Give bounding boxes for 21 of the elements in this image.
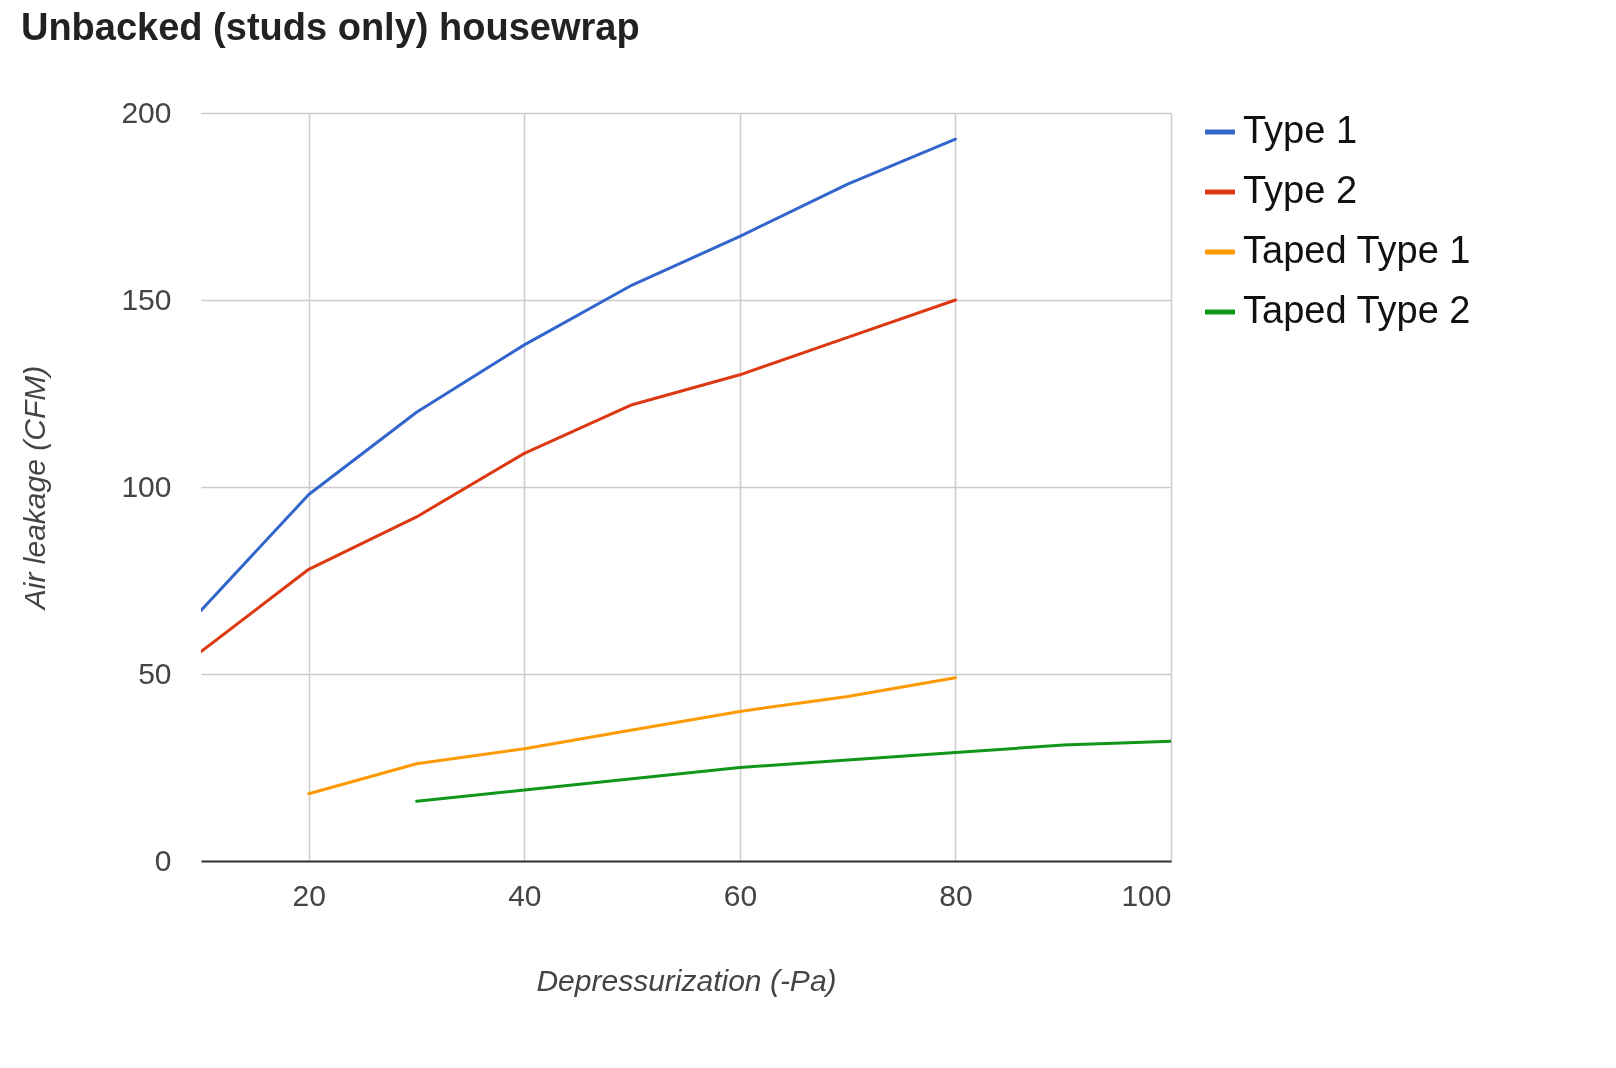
y-axis-title: Air leakage (CFM) — [18, 365, 52, 612]
line-series — [201, 298, 957, 654]
line-series — [201, 137, 957, 612]
x-tick-label: 60 — [723, 878, 758, 912]
legend-label: Type 1 — [1243, 109, 1358, 151]
legend-label: Taped Type 1 — [1243, 229, 1471, 271]
legend-label: Type 2 — [1243, 169, 1358, 211]
x-tick-label: 20 — [292, 878, 326, 912]
line-series — [415, 739, 1171, 803]
x-tick-label: 40 — [508, 878, 542, 912]
x-tick-label: 80 — [939, 878, 973, 912]
y-tick-label: 200 — [121, 95, 172, 129]
y-tick-label: 150 — [121, 282, 172, 316]
x-axis-title: Depressurization (-Pa) — [536, 963, 837, 997]
chart-title: Unbacked (studs only) housewrap — [20, 6, 640, 48]
x-tick-label: 100 — [1121, 878, 1172, 912]
legend-label: Taped Type 2 — [1243, 289, 1471, 331]
y-tick-label: 0 — [154, 843, 172, 877]
line-series — [307, 676, 957, 796]
y-tick-label: 100 — [121, 469, 172, 503]
y-tick-label: 50 — [138, 656, 172, 690]
